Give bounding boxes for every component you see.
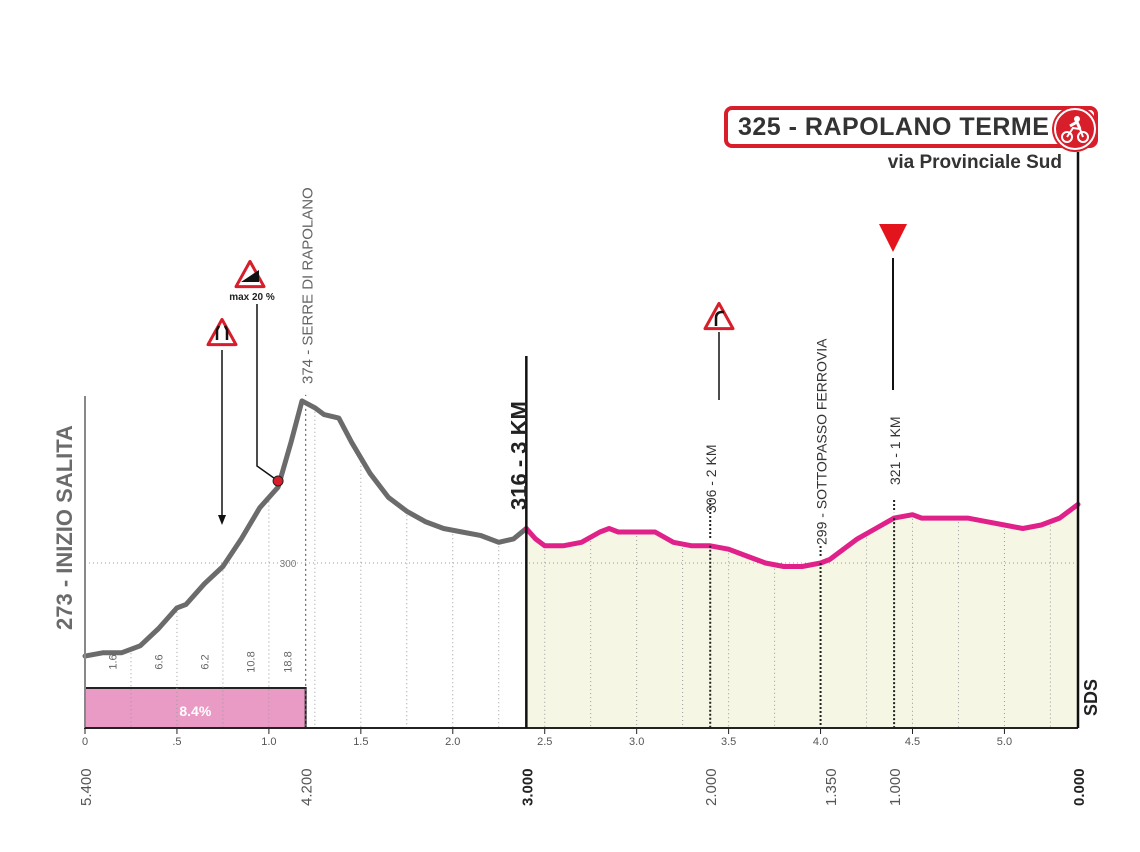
sds-logo-text: SDS bbox=[1081, 679, 1101, 716]
gradient-value-label: 1.6 bbox=[108, 654, 120, 669]
sds-logo: SDS bbox=[1081, 679, 1101, 716]
climb-start-label: 273 - INIZIO SALITA bbox=[52, 425, 77, 630]
steep-climb-glyph bbox=[241, 270, 259, 282]
x-axis-tick-label: 4.5 bbox=[905, 736, 920, 748]
x-axis-tick-label: 0 bbox=[82, 736, 88, 748]
km-marker-label: 299 - SOTTOPASSO FERROVIA bbox=[814, 338, 830, 545]
grid-300-label: 300 bbox=[280, 559, 297, 570]
road-narrows-icon bbox=[206, 317, 238, 347]
distance-to-go-label: 2.000 bbox=[703, 768, 720, 806]
climb-profile-line bbox=[82, 398, 529, 659]
steep-climb-icon bbox=[234, 259, 266, 289]
x-axis-tick-label: 3.0 bbox=[629, 736, 644, 748]
x-axis-tick-label: 4.0 bbox=[813, 736, 828, 748]
distance-to-go-label: 4.200 bbox=[299, 768, 316, 806]
sharp-curve-glyph bbox=[714, 310, 724, 326]
x-axis-tick-label: 2.0 bbox=[445, 736, 460, 748]
distance-to-go-label: 3.000 bbox=[519, 768, 536, 806]
x-axis-tick-label: 3.5 bbox=[721, 736, 736, 748]
final-km-profile-line bbox=[523, 501, 1081, 569]
three-km-label: 316 - 3 KM bbox=[506, 401, 531, 510]
x-axis-tick-label: 1.0 bbox=[261, 736, 276, 748]
cyclist-finish-icon bbox=[1054, 108, 1096, 150]
km-marker-label: 321 - 1 KM bbox=[887, 417, 903, 485]
gradient-value-label: 18.8 bbox=[282, 651, 294, 672]
x-axis-tick-label: 5.0 bbox=[997, 736, 1012, 748]
summit-label: 374 - SERRE DI RAPOLANO bbox=[300, 187, 317, 384]
last-km-flag-icon bbox=[879, 224, 907, 252]
sign-pointer-arrow bbox=[218, 515, 226, 525]
arrival-banner: 325 - RAPOLANO TERME bbox=[724, 106, 1098, 150]
road-narrows-glyph bbox=[215, 325, 229, 340]
final-km-fill bbox=[526, 504, 1078, 728]
max-gradient-pointer-line bbox=[256, 304, 279, 482]
km-marker-label: 306 - 2 KM bbox=[703, 445, 719, 513]
distance-to-go-label: 0.000 bbox=[1071, 768, 1088, 806]
gradient-bar-label: 8.4% bbox=[179, 703, 211, 719]
max-gradient-point bbox=[272, 475, 284, 487]
x-axis-tick-label: .5 bbox=[172, 736, 181, 748]
gradient-value-label: 6.6 bbox=[154, 654, 166, 669]
max-gradient-caption: max 20 % bbox=[229, 292, 275, 303]
x-axis-tick-label: 2.5 bbox=[537, 736, 552, 748]
sharp-curve-icon bbox=[703, 301, 735, 331]
arrival-subtitle: via Provinciale Sud bbox=[887, 152, 1062, 173]
distance-to-go-label: 1.000 bbox=[887, 768, 904, 806]
arrival-title: 325 - RAPOLANO TERME bbox=[738, 113, 1050, 141]
x-axis-tick-label: 1.5 bbox=[353, 736, 368, 748]
gradient-value-label: 10.8 bbox=[246, 651, 258, 672]
distance-to-go-label: 5.400 bbox=[78, 768, 95, 806]
gradient-value-label: 6.2 bbox=[200, 654, 212, 669]
gradient-bar bbox=[84, 687, 307, 729]
distance-to-go-label: 1.350 bbox=[823, 768, 840, 806]
